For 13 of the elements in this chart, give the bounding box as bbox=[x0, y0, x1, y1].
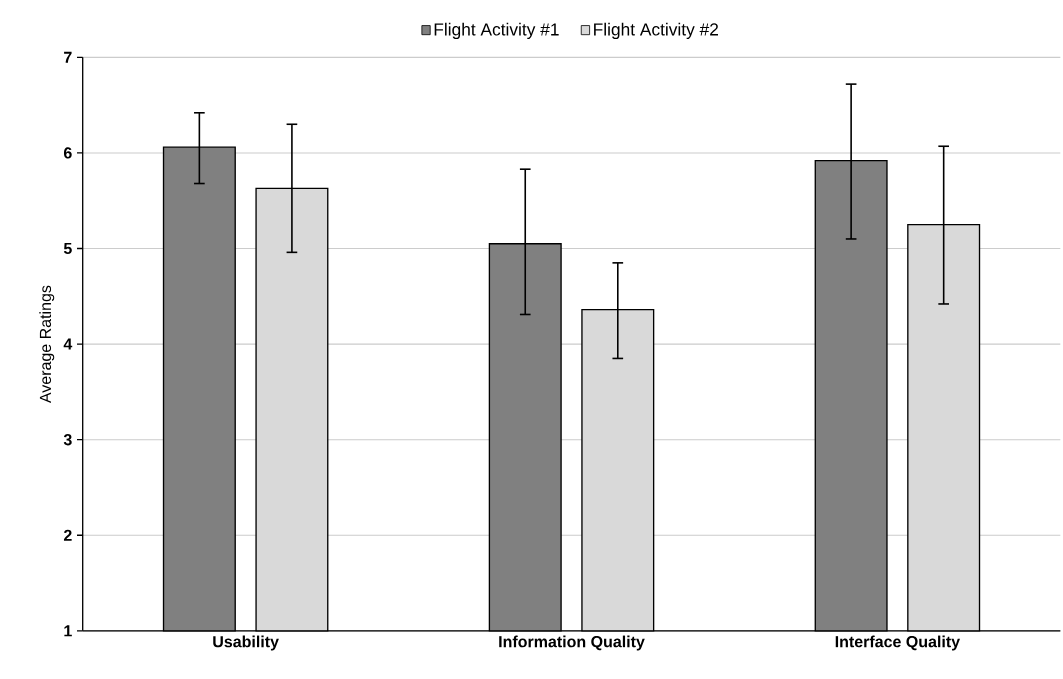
y-tick-label: 3 bbox=[63, 434, 72, 446]
x-tick-label: Information Quality bbox=[499, 635, 645, 651]
y-tick-label: 5 bbox=[63, 243, 72, 255]
y-tick-label: 1 bbox=[64, 625, 72, 637]
x-tick-label: Usability bbox=[213, 635, 279, 651]
y-tick-label: 4 bbox=[63, 338, 73, 350]
y-axis-title: Average Ratings bbox=[39, 285, 55, 404]
legend-label: Flight Activity #2 bbox=[594, 22, 718, 40]
y-tick-label: 7 bbox=[64, 51, 72, 63]
y-tick-label: 6 bbox=[63, 147, 72, 159]
y-tick-label: 2 bbox=[63, 529, 72, 541]
legend-label: Flight Activity #1 bbox=[434, 22, 559, 40]
x-tick-label: Interface Quality bbox=[835, 635, 960, 651]
